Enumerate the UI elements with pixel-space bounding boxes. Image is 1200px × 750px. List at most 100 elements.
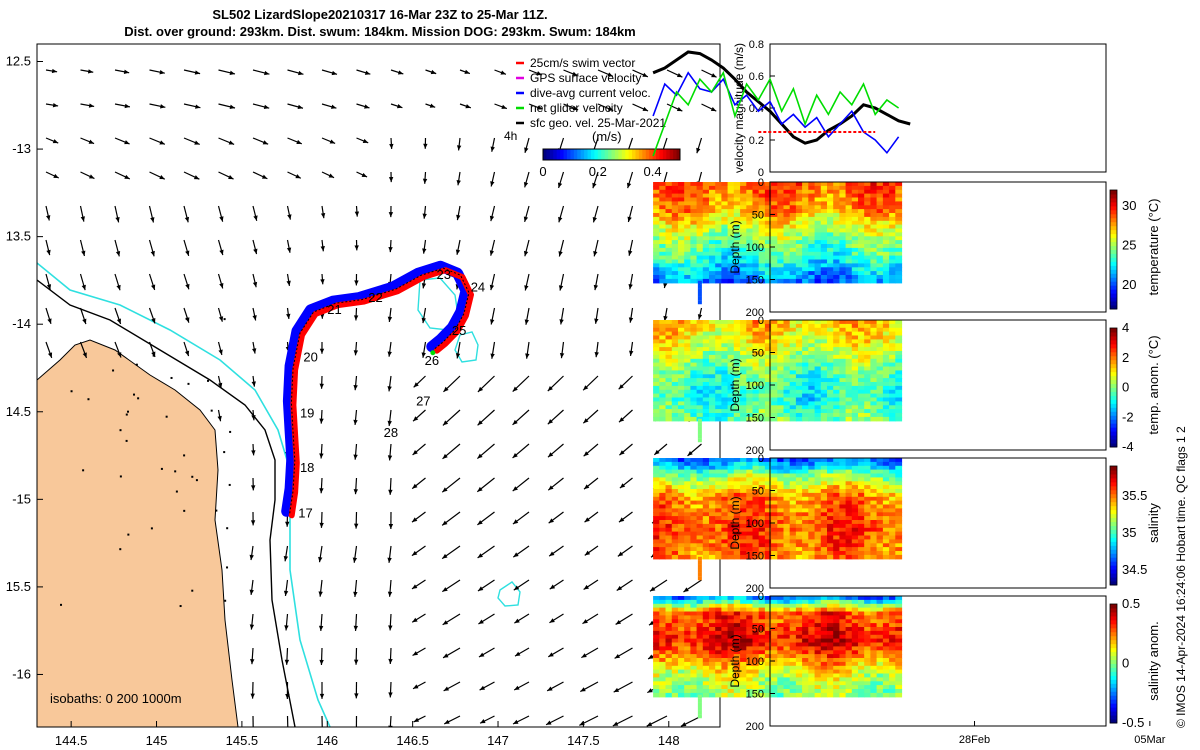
section-cell [740, 658, 747, 663]
section-cell [827, 275, 834, 280]
section-cell [764, 263, 772, 268]
section-cell [789, 244, 797, 249]
panel-colorbar-frame [1109, 327, 1118, 448]
colorbar-segment [659, 149, 664, 160]
section-cell [665, 182, 673, 187]
section-cell [808, 409, 816, 414]
section-cell [684, 500, 691, 506]
section-cell [882, 531, 890, 537]
section-cell [690, 689, 698, 694]
velocity-arrow [287, 103, 304, 110]
section-cell [721, 193, 729, 199]
arrow-head [477, 553, 483, 558]
section-cell [882, 271, 890, 276]
section-cell [709, 523, 716, 529]
section-cell [733, 496, 741, 502]
section-cell [665, 650, 673, 655]
section-cell [740, 681, 747, 686]
section-cell [727, 516, 735, 521]
section-cell [895, 236, 903, 241]
colorbar-segment [556, 149, 561, 160]
velocity-arrow [183, 307, 190, 323]
section-cell [715, 689, 722, 694]
velocity-arrow [356, 69, 371, 75]
section-cell [727, 374, 735, 379]
section-cell [764, 378, 772, 383]
section-cell [678, 458, 685, 463]
section-cell [659, 278, 667, 284]
panel-colorbar-segment [1110, 517, 1117, 523]
section-cell [758, 228, 766, 233]
section-cell [690, 599, 698, 605]
section-cell [777, 228, 785, 233]
section-cell [870, 523, 878, 529]
section-cell [758, 193, 766, 199]
section-cell [876, 339, 884, 344]
section-cell [795, 393, 803, 399]
section-cell [740, 413, 747, 418]
section-cell [727, 232, 735, 237]
section-cell [858, 236, 865, 241]
section-cell [764, 523, 772, 529]
panel-colorbar-segment [1110, 577, 1117, 582]
section-cell [833, 401, 840, 406]
section-cell [696, 611, 704, 616]
panel-colorbar-segment [1110, 431, 1117, 436]
velocity-arrow [411, 477, 426, 490]
section-cell [858, 343, 865, 348]
section-cell [876, 362, 884, 368]
section-cell [858, 489, 865, 494]
section-cell [795, 220, 803, 226]
section-cell [870, 213, 878, 218]
section-cell [665, 554, 673, 560]
section-cell [839, 543, 847, 548]
section-cell [702, 469, 710, 475]
section-cell [870, 347, 878, 352]
section-cell [721, 331, 729, 337]
arrow-head [654, 449, 660, 455]
section-cell [802, 278, 809, 284]
velocity-arrow [353, 409, 358, 426]
arrow-head [442, 453, 448, 459]
section-cell [777, 244, 785, 249]
section-cell [795, 236, 803, 241]
section-cell [715, 275, 722, 280]
section-cell [653, 362, 660, 368]
section-cell [845, 547, 853, 552]
section-cell [721, 255, 729, 261]
section-cell [684, 547, 691, 552]
section-cell [845, 320, 853, 325]
section-cell [709, 508, 716, 513]
section-cell [659, 492, 667, 498]
panel-colorbar-segment [1110, 293, 1117, 298]
section-cell [870, 335, 878, 340]
section-cell [777, 278, 785, 284]
section-cell [690, 623, 698, 628]
section-cell [653, 366, 660, 371]
section-cell [882, 547, 890, 552]
section-cell [882, 216, 890, 222]
section-cell [758, 185, 766, 191]
section-cell [789, 405, 797, 410]
section-cell [758, 665, 766, 671]
section-cell [659, 236, 667, 241]
section-cell [758, 389, 766, 395]
velocity-arrow [217, 307, 224, 322]
section-cell [727, 535, 735, 540]
section-cell [690, 661, 698, 667]
section-cell [733, 673, 741, 678]
section-cell [740, 240, 747, 245]
arrow-head [252, 281, 258, 288]
velocity-arrow [512, 511, 530, 525]
velocity-arrow [442, 579, 461, 593]
section-cell [665, 339, 673, 344]
section-cell [814, 469, 822, 475]
section-cell [665, 185, 673, 191]
velocity-arrow [524, 307, 530, 325]
velocity-arrow [252, 137, 269, 145]
section-cell [771, 627, 778, 632]
section-cell [690, 374, 698, 379]
section-cell [851, 397, 859, 402]
track-line [289, 267, 470, 514]
section-cell [690, 551, 698, 556]
